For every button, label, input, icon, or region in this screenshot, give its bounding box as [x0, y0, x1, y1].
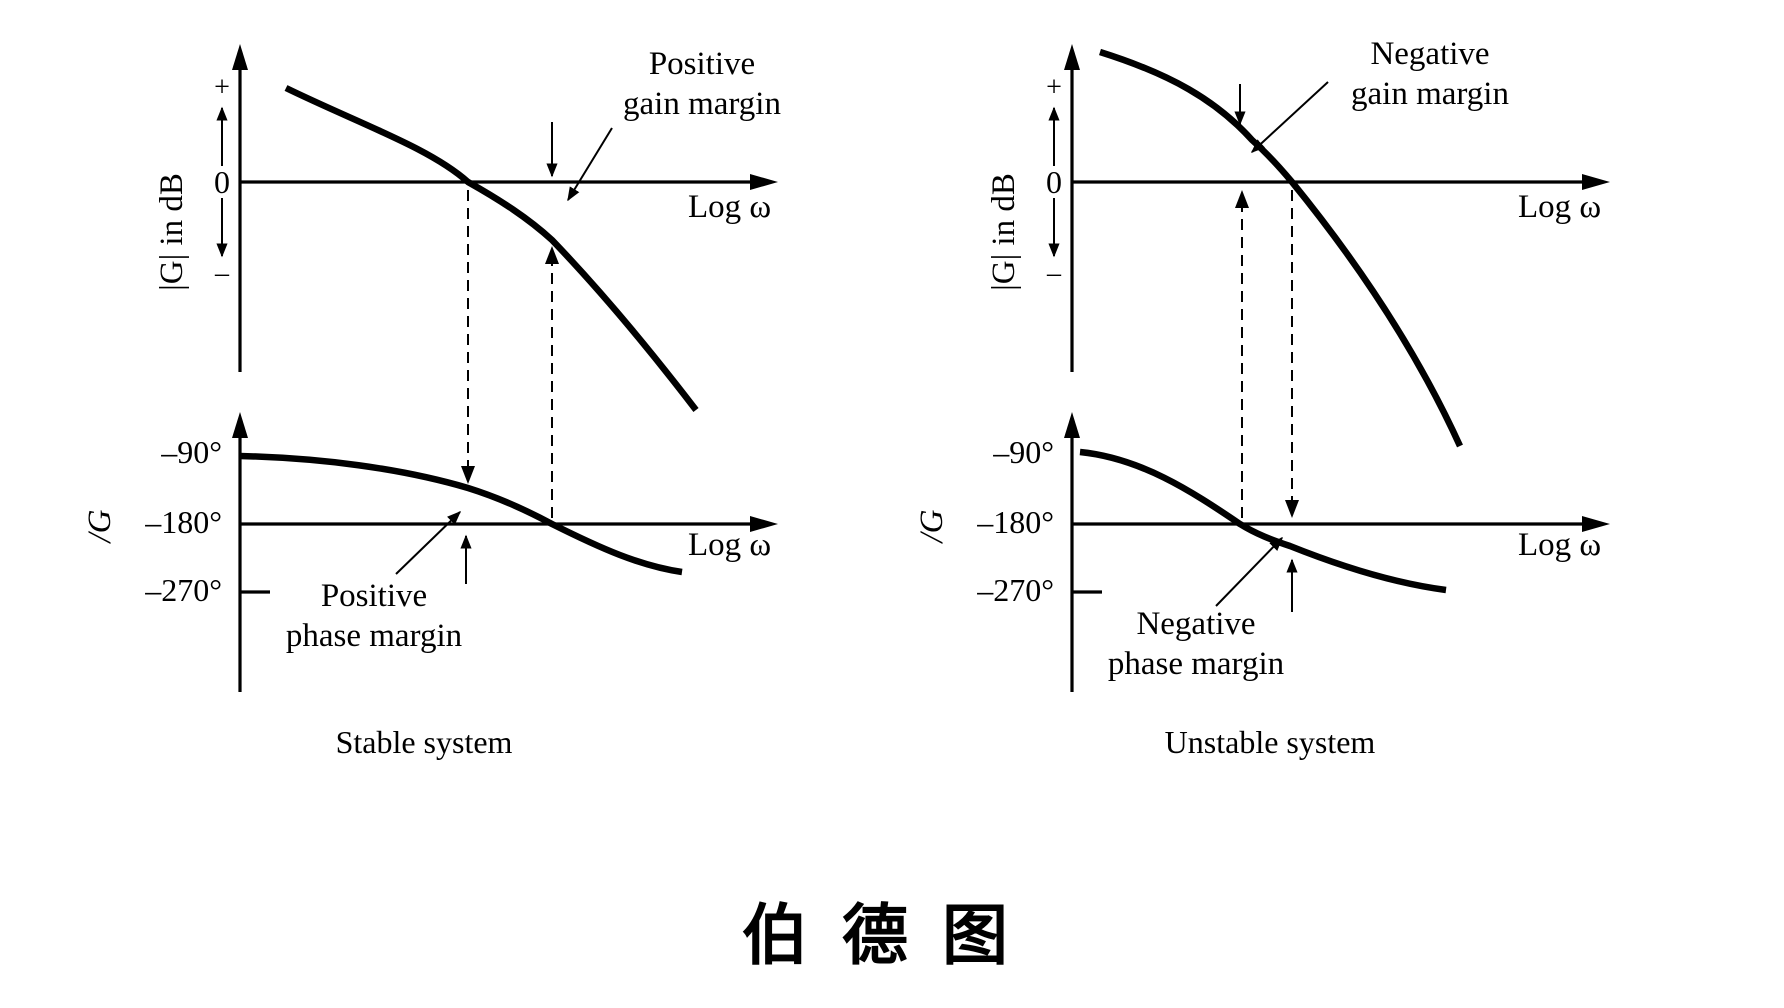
unstable-gain-margin-leader-icon: [1250, 81, 1329, 153]
unstable-phase-x-label: Log ω: [1518, 527, 1601, 563]
stable-caption: Stable system: [336, 724, 513, 760]
unstable-minus-sign: –: [1046, 258, 1062, 289]
unstable-gain-margin-label-1: Negative: [1370, 36, 1489, 72]
unstable-mag-y-arrowhead: [1064, 44, 1080, 70]
unstable-tick-270-label: –270°: [976, 572, 1054, 608]
unstable-magnitude-plot: + 0 – |G| in dB Log ω Negative gain marg…: [986, 36, 1610, 448]
stable-phase-plot: –90° –180° –270° /G Log ω Positive phase…: [82, 412, 778, 692]
stable-plus-sign: +: [214, 72, 230, 103]
stable-gain-margin-label-1: Positive: [649, 46, 755, 82]
stable-mag-x-label: Log ω: [688, 189, 771, 225]
unstable-mag-x-arrowhead: [1582, 174, 1610, 190]
stable-crossover-arrowhead: [461, 466, 475, 484]
stable-tick-270-label: –270°: [144, 572, 222, 608]
unstable-magnitude-curve: [1099, 48, 1463, 448]
unstable-phase-y-arrowhead: [1064, 412, 1080, 438]
stable-gain-margin-label-2: gain margin: [623, 86, 781, 122]
unstable-phase-crossover-arrowhead: [1235, 190, 1249, 208]
unstable-phase-margin-leader-icon: [1215, 536, 1283, 607]
unstable-phase-x-arrowhead: [1582, 516, 1610, 532]
stable-tick-90-label: –90°: [160, 434, 222, 470]
unstable-caption: Unstable system: [1165, 724, 1376, 760]
unstable-tick-90-label: –90°: [992, 434, 1054, 470]
stable-minus-sign: –: [214, 258, 230, 289]
stable-phase-margin-leader-icon: [395, 511, 462, 575]
unstable-system-panel: + 0 – |G| in dB Log ω Negative gain marg…: [914, 36, 1610, 760]
unstable-phase-plot: –90° –180° –270° /G Log ω Negative phase…: [914, 412, 1610, 692]
stable-phase-curve: [239, 452, 683, 576]
stable-phase-margin-label-2: phase margin: [286, 618, 462, 654]
unstable-phase-margin-label-2: phase margin: [1108, 646, 1284, 682]
stable-phase-x-arrowhead: [750, 516, 778, 532]
unstable-gain-margin-label-2: gain margin: [1351, 76, 1509, 112]
stable-tick-180-label: –180°: [144, 504, 222, 540]
stable-phase-margin-label-1: Positive: [321, 578, 427, 614]
unstable-phase-margin-label-1: Negative: [1136, 606, 1255, 642]
stable-mag-y-arrowhead: [232, 44, 248, 70]
stable-zero-label: 0: [214, 164, 230, 200]
svg-text:/G: /G: [914, 509, 950, 544]
unstable-tick-180-label: –180°: [976, 504, 1054, 540]
unstable-zero-label: 0: [1046, 164, 1062, 200]
figure-title: 伯德图: [742, 897, 1042, 974]
stable-mag-x-arrowhead: [750, 174, 778, 190]
unstable-mag-x-label: Log ω: [1518, 189, 1601, 225]
stable-gain-margin-leader-icon: [567, 127, 613, 202]
stable-magnitude-plot: + 0 – |G| in dB Log ω Positive gain marg…: [154, 44, 781, 412]
stable-phase-y-label: /G: [82, 509, 118, 544]
svg-text:/G: /G: [82, 509, 118, 544]
stable-phase-crossover-arrowhead: [545, 246, 559, 264]
stable-phase-x-label: Log ω: [688, 527, 771, 563]
stable-system-panel: + 0 – |G| in dB Log ω Positive gain marg…: [82, 44, 781, 760]
unstable-plus-sign: +: [1046, 72, 1062, 103]
stable-mag-y-label: |G| in dB: [154, 173, 190, 291]
unstable-mag-y-label: |G| in dB: [986, 173, 1022, 291]
stable-magnitude-curve: [284, 85, 699, 412]
unstable-gain-crossover-arrowhead: [1285, 500, 1299, 518]
unstable-phase-y-label: /G: [914, 509, 950, 544]
unstable-phase-curve: [1079, 448, 1447, 594]
stable-phase-y-arrowhead: [232, 412, 248, 438]
